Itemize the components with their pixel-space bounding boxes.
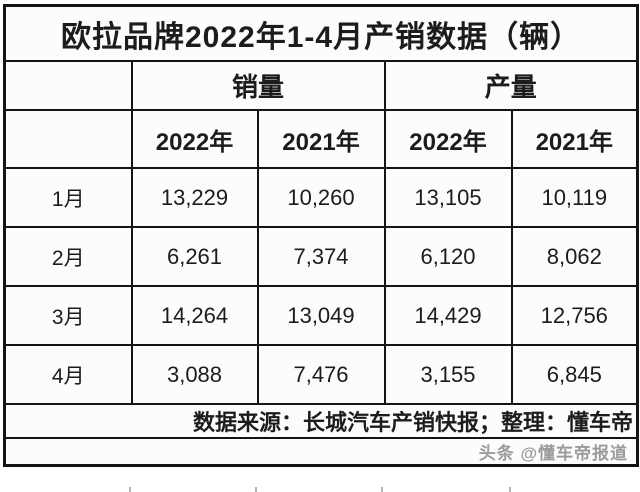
year-header-production-2021: 2021年 (510, 109, 639, 169)
cell-production-2021: 8,062 (510, 226, 639, 287)
group-header-sales: 销量 (130, 60, 386, 111)
group-header-production: 产量 (383, 60, 639, 111)
cutoff-table-border-stub (255, 487, 257, 492)
cell-production-2021: 10,119 (510, 167, 639, 228)
cutoff-table-border-stub (509, 487, 511, 492)
year-header-production-2022: 2022年 (383, 109, 513, 169)
table-title: 欧拉品牌2022年1-4月产销数据（辆） (3, 4, 639, 62)
empty-corner-cell (3, 60, 133, 111)
table-row-mar: 3月 14,264 13,049 14,429 12,756 (3, 285, 639, 346)
month-label: 2月 (3, 226, 133, 287)
cell-production-2022: 3,155 (383, 344, 513, 405)
empty-corner-cell (3, 109, 133, 169)
year-header-sales-2021: 2021年 (256, 109, 386, 169)
month-label: 1月 (3, 167, 133, 228)
data-source-note: 数据来源：长城汽车产销快报；整理：懂车帝 (3, 403, 639, 439)
cell-production-2022: 14,429 (383, 285, 513, 346)
table-row-jan: 1月 13,229 10,260 13,105 10,119 (3, 167, 639, 228)
month-label: 3月 (3, 285, 133, 346)
table-row-apr: 4月 3,088 7,476 3,155 6,845 (3, 344, 639, 405)
cell-sales-2022: 6,261 (130, 226, 259, 287)
cell-production-2021: 12,756 (510, 285, 639, 346)
cell-production-2021: 6,845 (510, 344, 639, 405)
cell-sales-2022: 14,264 (130, 285, 259, 346)
production-sales-table: 欧拉品牌2022年1-4月产销数据（辆） 销量 产量 2022年 2021年 2… (3, 4, 640, 467)
cell-sales-2021: 13,049 (256, 285, 386, 346)
month-label: 4月 (3, 344, 133, 405)
year-header-sales-2022: 2022年 (130, 109, 259, 169)
cell-sales-2021: 10,260 (256, 167, 386, 228)
cell-sales-2022: 3,088 (130, 344, 259, 405)
table-row-feb: 2月 6,261 7,374 6,120 8,062 (3, 226, 639, 287)
cell-production-2022: 6,120 (383, 226, 513, 287)
cutoff-table-border-stub (129, 487, 131, 492)
cutoff-table-border-stub (381, 487, 383, 492)
cell-sales-2021: 7,476 (256, 344, 386, 405)
cell-sales-2021: 7,374 (256, 226, 386, 287)
cell-production-2022: 13,105 (383, 167, 513, 228)
watermark-text: 头条 @懂车帝报道 (3, 437, 639, 467)
cell-sales-2022: 13,229 (130, 167, 259, 228)
